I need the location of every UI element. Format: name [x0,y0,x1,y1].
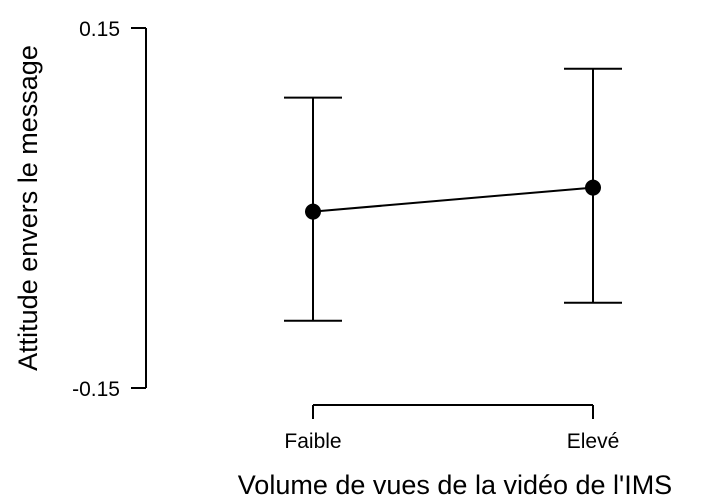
data-point-faible [305,203,321,220]
plot-area [284,67,622,322]
y-axis-title: Attitude envers le message [13,45,43,371]
data-point-eleve [585,179,601,196]
y-tick-label-bottom: -0.15 [72,378,120,401]
y-axis: 0.15 -0.15 [72,18,147,401]
x-tick-label-eleve: Elevé [567,430,620,453]
y-tick-label-top: 0.15 [79,18,120,41]
x-tick-label-faible: Faible [284,430,341,453]
x-axis-title: Volume de vues de la vidéo de l'IMS [238,470,672,500]
series-line [312,186,594,213]
x-axis: Faible Elevé [284,404,620,453]
